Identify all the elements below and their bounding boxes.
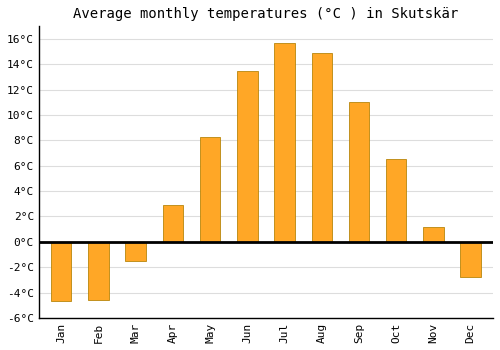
Bar (200, 136, 220, 242)
Title: Average monthly temperatures (°C ) in Skutskär: Average monthly temperatures (°C ) in Sk… (74, 7, 458, 21)
Bar (460, 242, 481, 277)
Bar (88, 242, 108, 300)
Bar (237, 71, 258, 242)
Bar (312, 53, 332, 242)
Bar (386, 160, 406, 242)
Bar (423, 227, 444, 242)
Bar (274, 43, 295, 242)
Bar (51, 242, 72, 301)
Bar (349, 102, 370, 242)
Bar (126, 242, 146, 261)
Bar (162, 205, 183, 242)
